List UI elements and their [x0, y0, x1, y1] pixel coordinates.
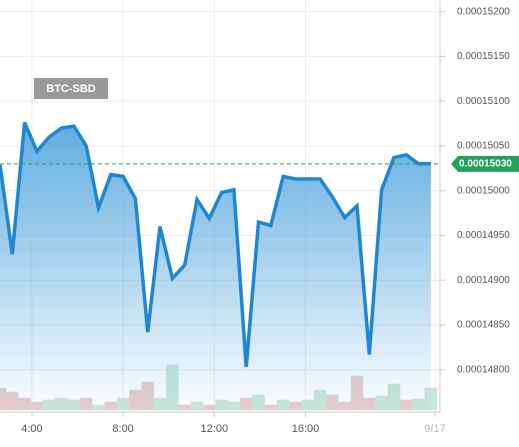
current-price-badge: [451, 155, 519, 172]
price-line: [0, 121, 431, 368]
x-tick-label: 16:00: [292, 423, 320, 435]
pair-badge: [34, 78, 108, 99]
y-tick-label: 0.00015200: [457, 6, 510, 17]
price-area: [0, 122, 431, 410]
x-tick-label: 8:00: [112, 423, 133, 435]
y-tick-label: 0.00014850: [457, 320, 510, 331]
pair-label: BTC-SBD: [46, 83, 96, 95]
current-price-label: 0.00015030: [459, 158, 512, 169]
x-tick-label: 4:00: [21, 423, 42, 435]
y-tick-label: 0.00015050: [457, 141, 510, 152]
x-tick-label: 9/17: [424, 423, 445, 435]
x-tick-label: 12:00: [201, 423, 229, 435]
y-tick-label: 0.00015150: [457, 51, 510, 62]
y-tick-label: 0.00015100: [457, 96, 510, 107]
y-tick-label: 0.00015000: [457, 185, 510, 196]
y-tick-label: 0.00014950: [457, 230, 510, 241]
y-tick-label: 0.00014800: [457, 364, 510, 375]
y-tick-label: 0.00014900: [457, 275, 510, 286]
